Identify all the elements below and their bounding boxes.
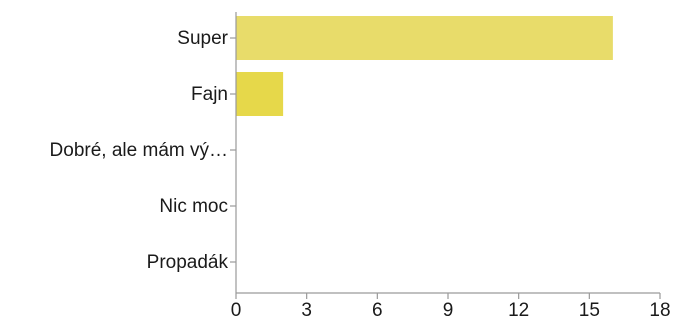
x-tick-label-0: 0 [231, 300, 242, 321]
x-axis-ticks-group [235, 293, 661, 299]
category-labels-group: Super Fajn Dobré, ale mám vý… Nic moc Propad… [50, 28, 229, 273]
category-label-2: Dobré, ale mám vý… [50, 140, 228, 161]
x-tick-label-6: 18 [649, 300, 670, 321]
x-tick-label-4: 12 [508, 300, 529, 321]
x-tick-label-5: 15 [579, 300, 600, 321]
category-label-0: Super [177, 28, 228, 49]
category-label-1: Fajn [191, 84, 228, 105]
bar-0 [236, 16, 613, 60]
x-tick-label-1: 3 [301, 300, 312, 321]
y-axis-ticks-group [230, 37, 236, 263]
x-tick-labels-group: 0 3 6 9 12 15 18 [231, 300, 671, 321]
bars-group [236, 16, 613, 116]
x-tick-label-2: 6 [372, 300, 383, 321]
bar-1 [236, 72, 284, 116]
category-label-4: Propadák [147, 252, 229, 273]
x-tick-label-3: 9 [443, 300, 454, 321]
category-label-3: Nic moc [159, 196, 228, 217]
